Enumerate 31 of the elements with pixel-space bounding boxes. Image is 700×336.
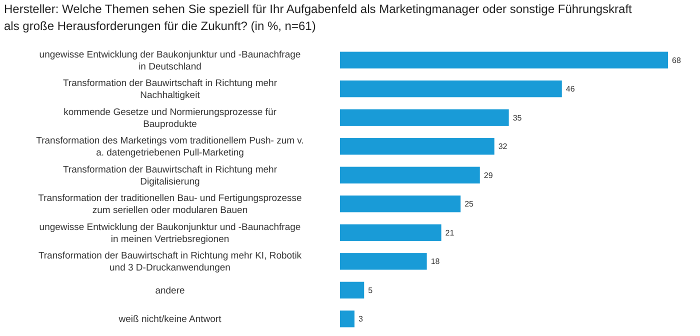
data-label: 46 <box>566 84 576 94</box>
bar <box>340 166 480 184</box>
data-label: 3 <box>358 314 364 324</box>
data-label: 68 <box>672 56 682 65</box>
y-tick-label: weiß nicht/keine Antwort <box>118 314 222 326</box>
data-label: 32 <box>498 142 508 152</box>
chart-title: Hersteller: Welche Themen sehen Sie speziell für Ihr Aufgabenfeld als Marketingmanager oder sonstige Führungskraft als große Herausforderungen für die Zukunft? (in %, n=61) <box>4 2 633 33</box>
data-label: 21 <box>445 228 455 238</box>
bar <box>340 196 461 212</box>
bar <box>340 224 442 241</box>
bar <box>340 80 562 98</box>
y-tick-label: andere <box>155 285 185 296</box>
data-label: 5 <box>368 286 374 295</box>
y-tick-label: ungewisse Entwicklung der Baukonjunktur und -Baunachfrage in meinen Vertriebsregionen <box>39 222 301 245</box>
y-tick-label: kommende Gesetze und Normierungsprozesse für Bauprodukte <box>64 106 276 130</box>
data-label: 18 <box>430 257 440 266</box>
data-label: 35 <box>512 113 522 122</box>
bar <box>340 253 427 270</box>
y-tick-label: Transformation der Bauwirtschaft in Richtung mehr Digitalisierung <box>62 164 278 188</box>
data-label: 25 <box>464 200 474 209</box>
data-label: 29 <box>484 170 494 180</box>
y-tick-label: Transformation der Bauwirtschaft in Richtung mehr Nachhaltigkeit <box>62 78 278 102</box>
bar <box>340 52 668 68</box>
bar <box>340 138 494 155</box>
y-tick-label: Transformation der Bauwirtschaft in Richtung mehr KI, Robotik und 3 D-Druckanwendungen <box>38 250 302 274</box>
bar <box>340 310 354 328</box>
y-tick-label: ungewisse Entwicklung der Baukonjunktur und -Baunachfrage in Deutschland <box>39 49 301 72</box>
bar <box>340 109 509 126</box>
bar <box>340 282 364 298</box>
y-tick-label: Transformation des Marketings vom traditionellem Push- zum v. a. datengetriebenen Pull-Marketing <box>36 136 304 159</box>
y-tick-label: Transformation der traditionellen Bau- und Fertigungsprozesse zum seriellen oder modularen Bauen <box>38 193 302 216</box>
